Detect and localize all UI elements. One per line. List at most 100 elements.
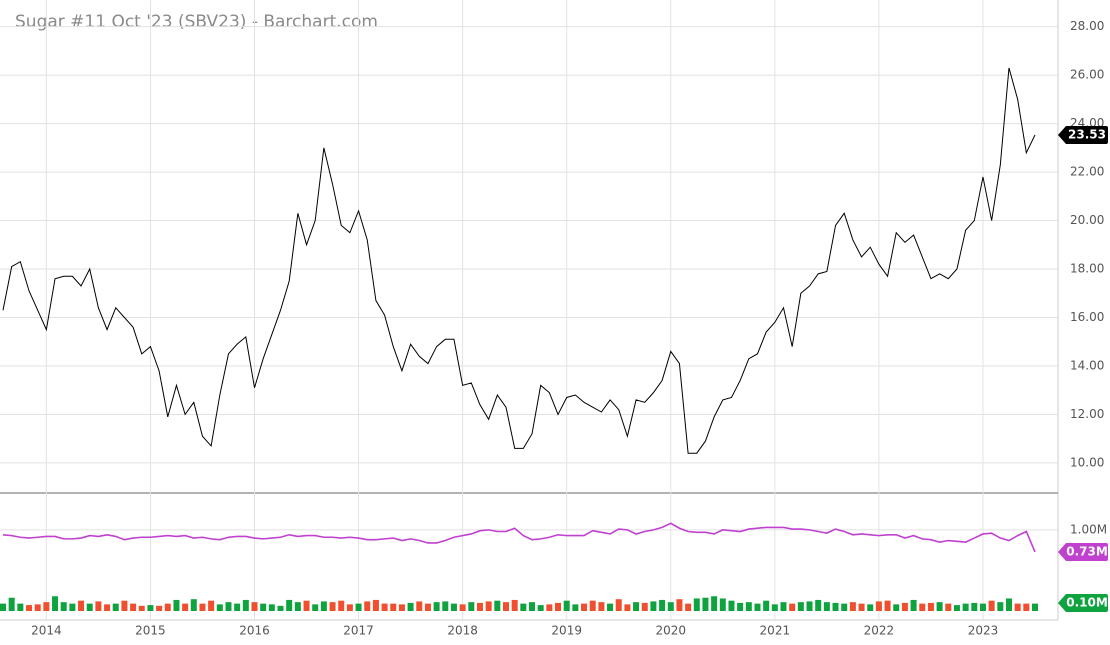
volume-bar xyxy=(771,604,778,611)
volume-bar xyxy=(390,603,397,611)
volume-bar xyxy=(242,599,249,611)
x-tick-label: 2021 xyxy=(760,624,791,638)
volume-bar xyxy=(572,604,579,611)
x-tick-label: 2019 xyxy=(551,624,582,638)
volume-bar xyxy=(624,604,631,611)
volume-bar xyxy=(745,602,752,611)
value-tag xyxy=(1058,594,1108,612)
volume-bar xyxy=(260,603,267,611)
volume-bar xyxy=(780,602,787,611)
volume-bar xyxy=(78,600,85,611)
volume-bar xyxy=(216,604,223,611)
volume-bar xyxy=(476,602,483,611)
volume-bar xyxy=(407,602,414,611)
volume-bar xyxy=(806,601,813,611)
y-tick-label: 16.00 xyxy=(1070,310,1104,324)
x-tick-label: 2016 xyxy=(239,624,270,638)
volume-bar xyxy=(468,602,475,611)
volume-bar xyxy=(754,603,761,611)
volume-bar xyxy=(945,603,952,611)
volume-bar xyxy=(104,604,111,611)
chart-title: Sugar #11 Oct '23 (SBV23) - Barchart.com xyxy=(15,12,378,32)
volume-bar xyxy=(728,600,735,611)
volume-bar xyxy=(546,604,553,611)
x-tick-label: 2018 xyxy=(447,624,478,638)
series-line xyxy=(2,67,1036,454)
volume-bar xyxy=(763,600,770,611)
volume-bar xyxy=(112,603,119,611)
volume-bar xyxy=(910,599,917,611)
volume-bar xyxy=(416,601,423,611)
volume-bar xyxy=(225,602,232,611)
y-tick-label: 14.00 xyxy=(1070,358,1104,372)
volume-bar xyxy=(797,602,804,611)
x-tick-label: 2015 xyxy=(135,624,166,638)
volume-bar xyxy=(303,600,310,611)
volume-bar xyxy=(511,599,518,611)
volume-bar xyxy=(901,602,908,611)
volume-bar xyxy=(936,602,943,611)
volume-bar xyxy=(953,605,960,611)
volume-bar xyxy=(737,602,744,611)
volume-bar xyxy=(312,604,319,611)
volume-bar xyxy=(711,596,718,611)
volume-bar xyxy=(641,602,648,611)
volume-bar xyxy=(719,598,726,611)
volume-bar xyxy=(372,599,379,611)
volume-bar xyxy=(156,605,163,611)
x-tick-label: 2022 xyxy=(864,624,895,638)
volume-bar xyxy=(789,603,796,611)
volume-bar xyxy=(208,600,215,611)
volume-bar xyxy=(633,602,640,611)
volume-bar xyxy=(164,603,171,611)
volume-bar xyxy=(52,596,59,611)
volume-bar xyxy=(95,601,102,611)
value-tag-label: 0.73M xyxy=(1066,544,1108,558)
volume-bar xyxy=(875,601,882,611)
volume-bar xyxy=(286,599,293,611)
volume-bar xyxy=(34,604,41,611)
grid xyxy=(0,0,1058,620)
volume-bar xyxy=(676,599,683,611)
volume-bar xyxy=(459,604,466,611)
volume-bar xyxy=(702,597,709,611)
y-tick-label: 28.00 xyxy=(1070,19,1104,33)
y-tick-label: 18.00 xyxy=(1070,262,1104,276)
volume-bar xyxy=(598,602,605,611)
volume-bar xyxy=(320,601,327,611)
volume-bar xyxy=(346,604,353,611)
volume-bar xyxy=(182,603,189,611)
volume-bar xyxy=(815,599,822,611)
value-tag xyxy=(1058,542,1108,561)
volume-bar xyxy=(494,600,501,611)
volume-bar xyxy=(121,600,128,611)
volume-bar xyxy=(988,600,995,611)
volume-bar xyxy=(251,602,258,611)
volume-bar xyxy=(147,605,154,611)
volume-bar xyxy=(190,599,197,611)
volume-bar xyxy=(502,602,509,611)
volume-bar xyxy=(529,602,536,611)
volume-bar xyxy=(971,602,978,611)
volume-bar xyxy=(650,601,657,611)
volume-bar xyxy=(26,605,33,611)
volume-bar xyxy=(667,602,674,611)
volume-bar xyxy=(355,603,362,611)
volume-bar xyxy=(1032,603,1038,611)
volume-bar xyxy=(823,602,830,611)
volume-bar xyxy=(0,603,6,611)
volume-bar xyxy=(997,602,1004,611)
volume-bar xyxy=(338,600,345,611)
volume-bar xyxy=(615,599,622,611)
volume-bar xyxy=(867,604,874,611)
value-tag-label: 23.53 xyxy=(1068,127,1106,141)
volume-bar xyxy=(234,603,241,611)
y-tick-label: 12.00 xyxy=(1070,407,1104,421)
volume-bar xyxy=(433,602,440,611)
volume-bar xyxy=(138,605,145,611)
volume-bar xyxy=(555,602,562,611)
volume-bar xyxy=(589,600,596,611)
volume-bar xyxy=(60,602,67,611)
volume-bar xyxy=(277,605,284,611)
y-tick-label: 22.00 xyxy=(1070,165,1104,179)
